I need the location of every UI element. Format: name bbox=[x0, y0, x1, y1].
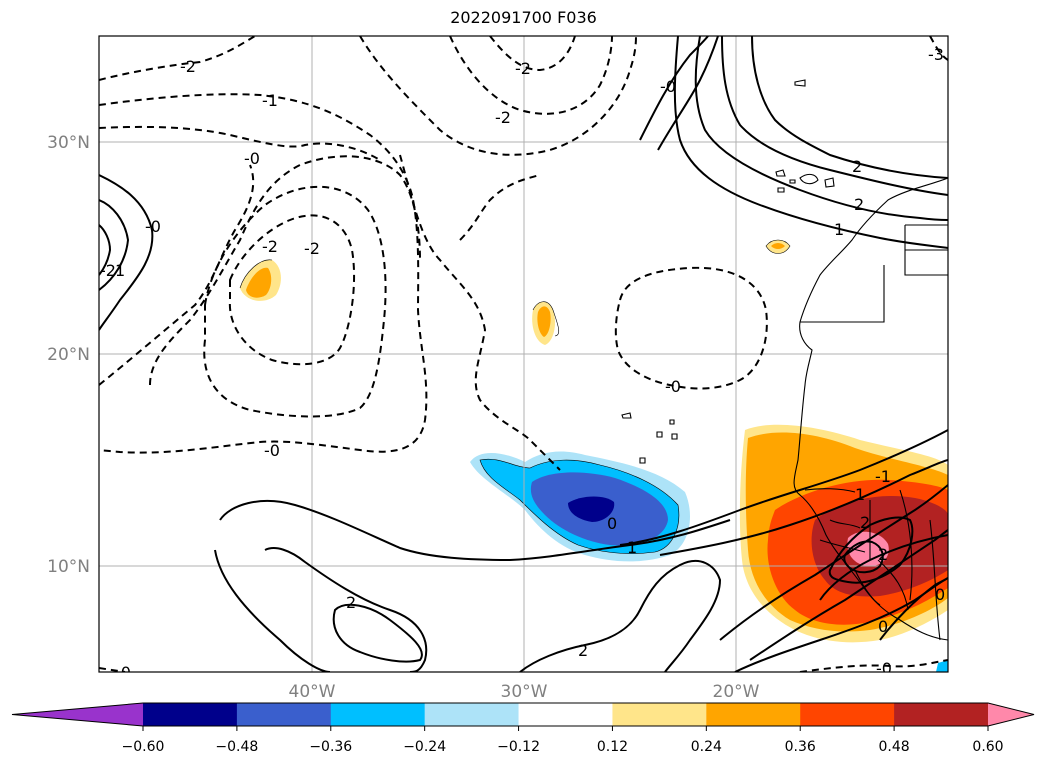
colorbar-segment bbox=[424, 703, 520, 726]
contour-label: -1 bbox=[875, 467, 891, 486]
contour-label: 2 bbox=[854, 195, 864, 214]
contour-label: -2 bbox=[515, 59, 531, 78]
latitude-labels: 30°N 20°N 10°N bbox=[47, 133, 90, 577]
contour-label: -0 bbox=[876, 659, 892, 678]
contour-label: 1 bbox=[855, 485, 865, 504]
contour-label: 2 bbox=[878, 545, 888, 564]
contour-label: 2 bbox=[578, 641, 588, 660]
contour-label: -2 bbox=[100, 261, 116, 280]
contour-label: -2 bbox=[180, 57, 196, 76]
contour-label: 2 bbox=[346, 593, 356, 612]
negative-contours bbox=[99, 36, 948, 672]
lat-label: 30°N bbox=[47, 133, 90, 153]
contour-label: 2 bbox=[860, 513, 870, 532]
contour-label: 1 bbox=[627, 538, 637, 557]
colorbar-segment bbox=[894, 703, 989, 726]
colorbar-tick-label: 0.60 bbox=[972, 739, 1003, 755]
colorbar-segment bbox=[236, 703, 332, 726]
contour-labels: -2 -2 -1 -2 -0 -0 -2 -2 -0 -0 2 1 0 1 -0… bbox=[100, 45, 945, 682]
colorbar-tick-label: 0.24 bbox=[691, 739, 722, 755]
contour-label: 2 bbox=[852, 157, 862, 176]
contour-label: 0 bbox=[935, 585, 945, 604]
contour-label: -2 bbox=[495, 108, 511, 127]
lat-label: 10°N bbox=[47, 557, 90, 577]
contour-label: 1 bbox=[834, 220, 844, 239]
colorbar-segment bbox=[143, 703, 238, 726]
colorbar-tick-label: −0.48 bbox=[215, 739, 258, 755]
lat-label: 20°N bbox=[47, 345, 90, 365]
colorbar-segment bbox=[330, 703, 426, 726]
negative-anomaly-min bbox=[568, 496, 615, 522]
contour-label: 1 bbox=[115, 261, 125, 280]
colorbar-tick-label: −0.60 bbox=[122, 739, 165, 755]
contour-label: -3 bbox=[928, 45, 944, 64]
map-title: 2022091700 F036 bbox=[450, 8, 597, 27]
colorbar-tick-label: 0.48 bbox=[879, 739, 910, 755]
lon-label: 30°W bbox=[501, 682, 548, 702]
colorbar-segment bbox=[706, 703, 801, 726]
colorbar-tick-label: −0.24 bbox=[403, 739, 446, 755]
colorbar-tick-label: 0.12 bbox=[597, 739, 628, 755]
positive-contours bbox=[99, 36, 948, 672]
contour-label: -0 bbox=[244, 149, 260, 168]
contour-label: -2 bbox=[304, 239, 320, 258]
colorbar-segment bbox=[800, 703, 895, 726]
longitude-labels: 40°W 30°W 20°W bbox=[289, 682, 760, 702]
colorbar-segment bbox=[518, 703, 613, 726]
contour-label: -2 bbox=[262, 237, 278, 256]
contour-label: -0 bbox=[145, 217, 161, 236]
colorbar-tick-label: −0.36 bbox=[309, 739, 352, 755]
colorbar-extend-min bbox=[12, 703, 143, 726]
colorbar-tick-label: −0.12 bbox=[497, 739, 540, 755]
map-frame bbox=[98, 35, 949, 673]
colorbar-extend-max bbox=[988, 703, 1034, 726]
contour-label: -0 bbox=[660, 77, 676, 96]
contour-label: -0 bbox=[115, 663, 131, 682]
colorbar-tick-label: 0.36 bbox=[785, 739, 816, 755]
colorbar-segment bbox=[612, 703, 707, 726]
negative-spot-corner bbox=[936, 660, 948, 672]
lon-label: 20°W bbox=[713, 682, 760, 702]
positive-spot-mid-core bbox=[537, 306, 551, 337]
map-area: -2 -2 -1 -2 -0 -0 -2 -2 -0 -0 2 1 0 1 -0… bbox=[99, 36, 948, 682]
colorbar: −0.60 −0.48 −0.36 −0.24 −0.12 0.12 0.24 0.36 0.4… bbox=[11, 702, 1035, 755]
contour-label: -1 bbox=[262, 91, 278, 110]
positive-anomaly-max bbox=[847, 531, 889, 567]
contour-label: -0 bbox=[264, 441, 280, 460]
contour-label: 0 bbox=[607, 514, 617, 533]
lon-label: 40°W bbox=[289, 682, 336, 702]
positive-spot-west-core bbox=[246, 267, 272, 298]
contour-label: -0 bbox=[665, 377, 681, 396]
contour-label: 0 bbox=[878, 617, 888, 636]
coastlines bbox=[239, 79, 948, 641]
positive-spot-ne-core bbox=[771, 243, 785, 249]
